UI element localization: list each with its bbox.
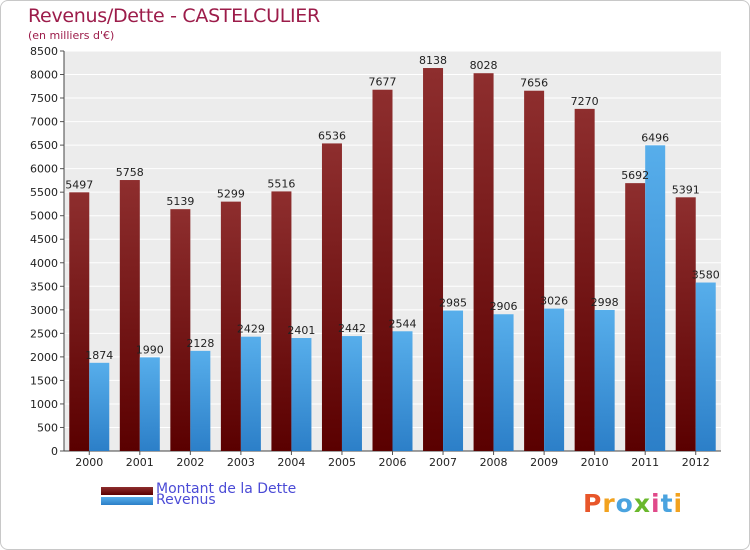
data-label-dette: 6536: [318, 129, 346, 142]
bar-dette-2012: [675, 197, 696, 451]
x-tick-label: 2007: [429, 456, 457, 469]
logo-letter: P: [583, 489, 603, 518]
bar-dette-2011: [625, 183, 646, 451]
bar-revenus-2000: [89, 362, 110, 451]
y-tick-label: 7500: [30, 92, 58, 105]
bar-dette-2005: [321, 143, 342, 451]
logo-letter: x: [633, 489, 651, 518]
y-tick-label: 2000: [30, 351, 58, 364]
data-label-revenus: 3580: [692, 269, 720, 282]
bar-revenus-2007: [443, 310, 464, 451]
legend-swatch-dette: [101, 487, 153, 495]
y-tick-label: 1500: [30, 374, 58, 387]
data-label-dette: 7270: [571, 95, 599, 108]
bar-revenus-2002: [190, 350, 211, 451]
y-tick-label: 3500: [30, 280, 58, 293]
bar-revenus-2012: [695, 282, 716, 451]
x-tick-label: 2008: [480, 456, 508, 469]
bar-dette-2002: [170, 209, 191, 451]
data-label-revenus: 2442: [338, 322, 366, 335]
y-tick-label: 5500: [30, 186, 58, 199]
legend-label-dette: Montant de la Dette: [156, 481, 297, 497]
data-label-revenus: 2429: [237, 323, 265, 336]
data-label-dette: 5299: [217, 188, 245, 201]
x-tick-label: 2011: [631, 456, 659, 469]
chart-title: Revenus/Dette - CASTELCULIER: [28, 5, 320, 27]
y-tick-label: 8500: [30, 45, 58, 58]
data-label-revenus: 3026: [540, 295, 568, 308]
x-tick-label: 2010: [581, 456, 609, 469]
data-label-revenus: 6496: [641, 131, 669, 144]
proxiti-logo: Proxiti: [583, 489, 683, 518]
data-label-revenus: 1990: [136, 343, 164, 356]
x-tick-label: 2004: [277, 456, 305, 469]
logo-letter: t: [660, 489, 674, 518]
data-label-revenus: 2544: [389, 317, 417, 330]
logo-letter: r: [602, 489, 616, 518]
data-label-dette: 7656: [520, 77, 548, 90]
data-label-dette: 5516: [267, 177, 295, 190]
data-label-dette: 5692: [621, 169, 649, 182]
legend-label-revenus: Revenus: [156, 492, 216, 508]
x-tick-label: 2006: [379, 456, 407, 469]
data-label-dette: 7677: [369, 76, 397, 89]
x-tick-label: 2012: [682, 456, 710, 469]
bar-revenus-2008: [493, 314, 514, 451]
data-label-revenus: 2128: [186, 337, 214, 350]
y-tick-label: 4500: [30, 233, 58, 246]
data-label-revenus: 2985: [439, 297, 467, 310]
x-tick-label: 2001: [126, 456, 154, 469]
data-label-revenus: 2998: [591, 296, 619, 309]
bar-dette-2000: [69, 192, 90, 452]
y-tick-label: 8000: [30, 69, 58, 82]
bar-dette-2007: [423, 68, 444, 452]
x-tick-label: 2000: [75, 456, 103, 469]
y-tick-label: 6500: [30, 139, 58, 152]
data-label-dette: 8028: [470, 59, 498, 72]
bar-revenus-2001: [139, 357, 160, 451]
y-tick-label: 2500: [30, 327, 58, 340]
legend-swatch-revenus: [101, 497, 153, 505]
data-label-revenus: 2401: [287, 324, 315, 337]
y-tick-label: 3000: [30, 304, 58, 317]
y-tick-label: 6000: [30, 163, 58, 176]
bar-revenus-2004: [291, 338, 312, 451]
logo-letter: i: [673, 489, 684, 518]
bar-revenus-2011: [645, 145, 666, 451]
bar-revenus-2009: [544, 308, 565, 451]
data-label-dette: 5758: [116, 166, 144, 179]
y-tick-label: 4000: [30, 257, 58, 270]
y-tick-label: 7000: [30, 116, 58, 129]
y-tick-label: 1000: [30, 398, 58, 411]
bar-revenus-2003: [240, 336, 261, 451]
data-label-dette: 5139: [166, 195, 194, 208]
y-tick-label: 0: [51, 445, 58, 458]
bar-dette-2004: [271, 191, 292, 451]
x-tick-label: 2003: [227, 456, 255, 469]
bar-revenus-2010: [594, 309, 615, 451]
bar-dette-2001: [119, 180, 140, 452]
data-label-revenus: 1874: [85, 349, 113, 362]
data-label-dette: 5391: [672, 183, 700, 196]
bar-dette-2009: [524, 90, 545, 451]
x-tick-label: 2005: [328, 456, 356, 469]
x-tick-label: 2002: [176, 456, 204, 469]
logo-letter: o: [615, 489, 634, 518]
bar-dette-2010: [574, 108, 595, 451]
y-tick-label: 5000: [30, 210, 58, 223]
bar-revenus-2005: [341, 336, 362, 451]
chart-subtitle: (en milliers d'€): [28, 29, 115, 42]
data-label-dette: 8138: [419, 54, 447, 67]
bar-dette-2008: [473, 73, 494, 451]
data-label-dette: 5497: [65, 178, 93, 191]
data-label-revenus: 2906: [490, 300, 518, 313]
logo-letter: i: [651, 489, 661, 518]
bar-dette-2003: [220, 201, 241, 451]
x-tick-label: 2009: [530, 456, 558, 469]
bar-dette-2006: [372, 89, 393, 452]
y-tick-label: 500: [37, 421, 58, 434]
bar-revenus-2006: [392, 331, 413, 451]
